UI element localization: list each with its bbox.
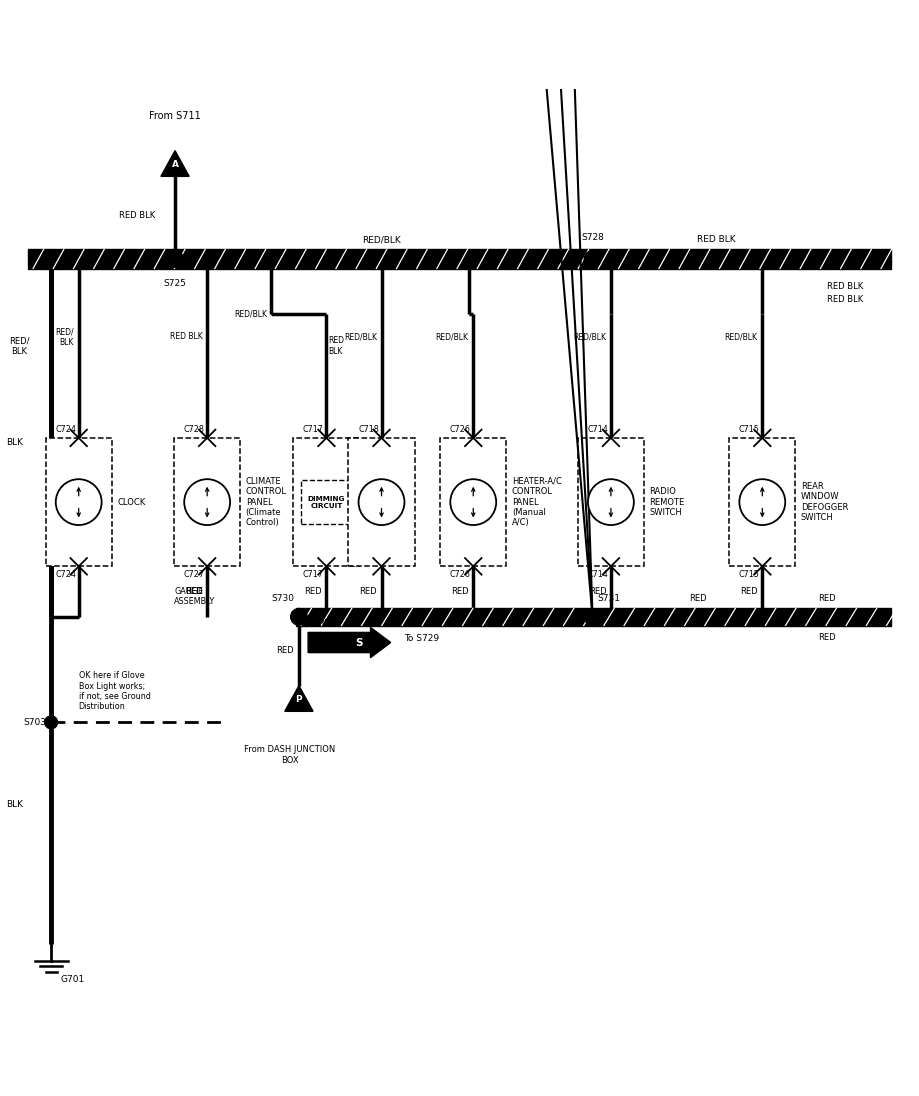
Text: CLOCK: CLOCK [118,498,145,506]
Text: P: P [296,695,302,705]
Text: G701: G701 [61,974,85,984]
Text: C726: C726 [449,425,471,434]
Text: To S729: To S729 [404,635,439,643]
FancyBboxPatch shape [301,480,352,524]
Text: S728: S728 [581,233,604,242]
Circle shape [740,479,785,525]
Text: CLIMATE
CONTROL
PANEL
(Climate
Control): CLIMATE CONTROL PANEL (Climate Control) [245,477,287,527]
Text: S725: S725 [164,279,187,288]
FancyBboxPatch shape [348,438,414,567]
Text: RED/
BLK: RED/ BLK [9,336,29,356]
Text: From S711: From S711 [149,112,201,122]
FancyBboxPatch shape [174,438,240,567]
Text: RED/BLK: RED/BLK [436,332,469,342]
Text: RED/BLK: RED/BLK [233,309,267,319]
Circle shape [56,479,102,525]
Bar [296,607,891,626]
Text: RED/BLK: RED/BLK [573,332,607,342]
Text: From DASH JUNCTION
BOX: From DASH JUNCTION BOX [244,745,335,765]
Text: RED: RED [589,587,607,596]
Text: GAUGE
ASSEMBLY: GAUGE ASSEMBLY [174,586,215,606]
Text: C717: C717 [303,570,323,579]
Text: C724: C724 [55,425,76,434]
Text: RED/BLK: RED/BLK [344,332,377,342]
Text: C727: C727 [184,570,204,579]
FancyArrow shape [308,627,391,658]
Text: RED: RED [818,633,835,642]
Text: RED: RED [185,587,202,596]
Circle shape [290,608,307,625]
Text: RED BLK: RED BLK [827,282,863,290]
Text: C728: C728 [184,425,204,434]
Circle shape [450,479,496,525]
Text: DIMMING
CIRCUIT: DIMMING CIRCUIT [308,495,346,509]
Text: S731: S731 [597,594,620,603]
Text: C718: C718 [358,425,379,434]
Text: C717: C717 [303,425,323,434]
Text: RED: RED [276,647,293,655]
Text: RED BLK: RED BLK [119,212,155,220]
Text: RED/
BLK: RED/ BLK [55,328,74,346]
Text: C714: C714 [587,425,608,434]
Circle shape [166,251,183,267]
Text: RED
BLK: RED BLK [328,336,345,356]
Text: RED: RED [740,587,758,596]
Text: RED: RED [359,587,377,596]
Circle shape [358,479,404,525]
Text: C724: C724 [55,570,76,579]
Text: RED: RED [304,587,322,596]
Text: RED: RED [818,594,835,603]
Text: HEATER-A/C
CONTROL
PANEL
(Manual
A/C): HEATER-A/C CONTROL PANEL (Manual A/C) [512,477,562,527]
Polygon shape [161,150,189,176]
Circle shape [584,251,601,267]
Text: C726: C726 [449,570,471,579]
Circle shape [588,479,634,525]
Circle shape [45,716,58,729]
Circle shape [584,608,601,625]
Polygon shape [285,686,313,711]
Text: A: A [172,160,178,169]
Text: RED: RED [185,587,202,596]
Text: REAR
WINDOW
DEFOGGER
SWITCH: REAR WINDOW DEFOGGER SWITCH [800,482,848,522]
Text: RED BLK: RED BLK [170,332,202,342]
Text: BLK: BLK [6,438,23,447]
Text: OK here if Glove
Box Light works;
if not, see Ground
Distribution: OK here if Glove Box Light works; if not… [79,671,151,711]
Text: C715: C715 [739,570,760,579]
Circle shape [184,479,230,525]
Bar [28,249,891,269]
Text: RED/BLK: RED/BLK [725,332,758,342]
Text: S703: S703 [24,718,47,727]
FancyBboxPatch shape [440,438,506,567]
Text: RED: RED [318,619,335,628]
Text: BLK: BLK [6,800,23,810]
Text: RED BLK: RED BLK [827,295,863,304]
Text: RADIO
REMOTE
SWITCH: RADIO REMOTE SWITCH [650,488,685,517]
Text: S: S [355,638,362,648]
Text: C715: C715 [739,425,760,434]
Text: RED: RED [689,594,707,603]
Text: RED/BLK: RED/BLK [362,236,401,244]
FancyBboxPatch shape [46,438,112,567]
FancyBboxPatch shape [293,438,359,567]
FancyBboxPatch shape [730,438,795,567]
FancyBboxPatch shape [578,438,644,567]
Text: S730: S730 [271,594,294,603]
Text: RED: RED [451,587,469,596]
Text: C714: C714 [587,570,608,579]
Text: RED BLK: RED BLK [698,236,736,244]
